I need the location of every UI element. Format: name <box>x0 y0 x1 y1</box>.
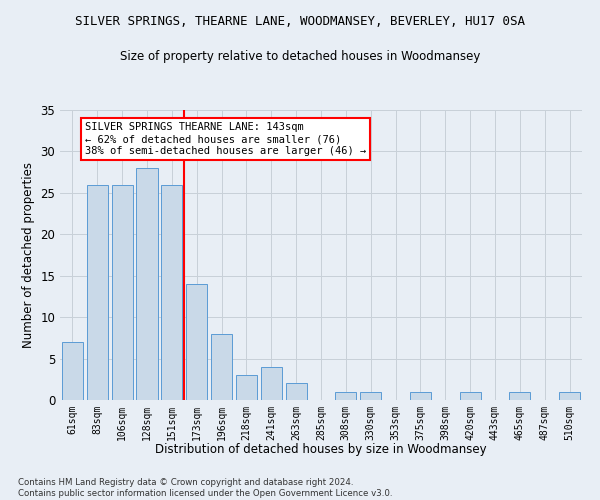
Bar <box>410 392 431 400</box>
Bar <box>62 342 83 400</box>
Bar <box>559 392 580 400</box>
Bar <box>87 184 108 400</box>
Text: Contains HM Land Registry data © Crown copyright and database right 2024.
Contai: Contains HM Land Registry data © Crown c… <box>18 478 392 498</box>
Bar <box>236 375 257 400</box>
Bar <box>335 392 356 400</box>
Bar <box>161 184 182 400</box>
Y-axis label: Number of detached properties: Number of detached properties <box>22 162 35 348</box>
Bar <box>509 392 530 400</box>
Bar <box>360 392 381 400</box>
Text: SILVER SPRINGS THEARNE LANE: 143sqm
← 62% of detached houses are smaller (76)
38: SILVER SPRINGS THEARNE LANE: 143sqm ← 62… <box>85 122 366 156</box>
Text: Distribution of detached houses by size in Woodmansey: Distribution of detached houses by size … <box>155 442 487 456</box>
Text: Size of property relative to detached houses in Woodmansey: Size of property relative to detached ho… <box>120 50 480 63</box>
Bar <box>286 384 307 400</box>
Bar <box>261 367 282 400</box>
Bar <box>136 168 158 400</box>
Text: SILVER SPRINGS, THEARNE LANE, WOODMANSEY, BEVERLEY, HU17 0SA: SILVER SPRINGS, THEARNE LANE, WOODMANSEY… <box>75 15 525 28</box>
Bar <box>112 184 133 400</box>
Bar <box>211 334 232 400</box>
Bar <box>460 392 481 400</box>
Bar <box>186 284 207 400</box>
